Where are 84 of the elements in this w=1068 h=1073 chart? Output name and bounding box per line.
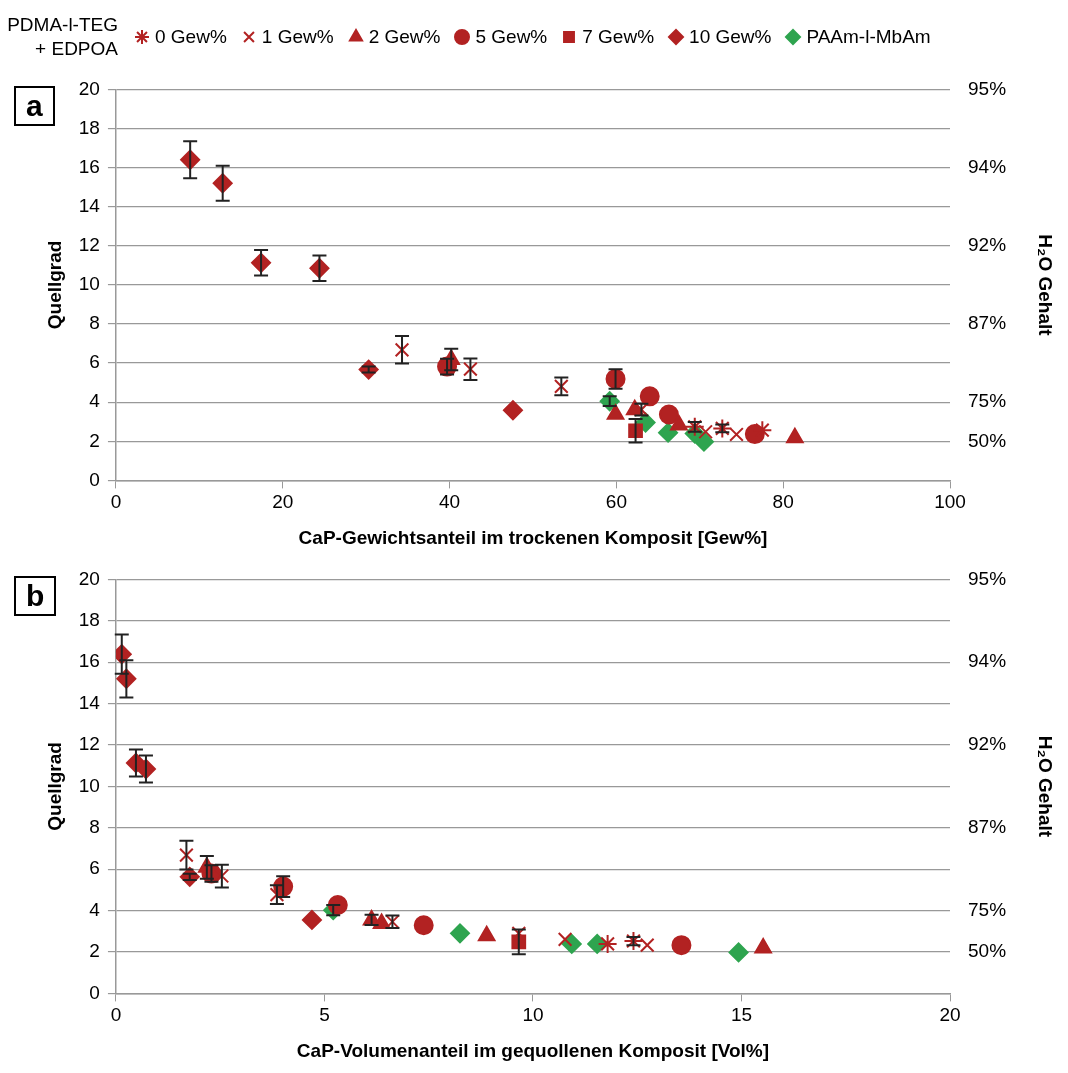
y-tick-label: 16: [78, 155, 100, 177]
y-tick-label: 8: [89, 816, 100, 838]
x-tick-label: 20: [939, 1004, 961, 1026]
y-tick-label: 4: [89, 898, 101, 920]
legend-label: 0 Gew%: [155, 26, 227, 48]
point: [639, 386, 660, 407]
y2-axis-title: H₂O Gehalt: [1035, 735, 1057, 838]
text: 50%: [968, 429, 1007, 451]
x-tick-label: 100: [934, 491, 966, 513]
text: 92%: [968, 234, 1007, 256]
y-tick-label: 16: [78, 650, 100, 672]
legend-label: 1 Gew%: [261, 26, 334, 48]
legend-label: 7 Gew%: [582, 26, 655, 48]
y-axis-title: Quellgrad: [43, 742, 65, 831]
x-axis-title: CaP-Volumenanteil im gequollenen Komposit [Vol%]: [296, 1039, 770, 1061]
text: 87%: [968, 312, 1007, 334]
y-tick-label: 10: [78, 774, 100, 796]
legend-label: 2 Gew%: [368, 26, 441, 48]
point: [623, 931, 644, 952]
point: [658, 422, 679, 443]
y-tick-label: 14: [78, 691, 101, 713]
y-axis-title: Quellgrad: [43, 240, 65, 330]
y-tick-label: 20: [78, 567, 100, 589]
text: 50%: [968, 940, 1007, 962]
x-tick-label: 40: [438, 491, 461, 513]
text: 94%: [968, 155, 1007, 177]
legend-label: 5 Gew%: [475, 26, 548, 48]
point: [728, 942, 749, 963]
y-tick-label: 0: [89, 981, 100, 1003]
point: [449, 923, 470, 944]
text: 94%: [968, 650, 1007, 672]
y-tick-label: 6: [89, 351, 100, 373]
y-tick-label: 18: [78, 116, 100, 138]
x-axis-title: CaP-Gewichtsanteil im trockenen Komposit [Gew%]: [298, 526, 768, 548]
y-tick-label: 18: [78, 609, 100, 631]
y-tick-label: 12: [78, 733, 100, 755]
x-tick-label: 20: [272, 491, 294, 513]
point: [693, 431, 714, 452]
x-tick-label: 60: [605, 491, 627, 513]
y-tick-label: 0: [89, 468, 100, 490]
point: [413, 915, 434, 936]
text: 95%: [968, 77, 1007, 99]
text: a: [14, 86, 55, 126]
point: [712, 418, 733, 439]
x-tick-label: 10: [522, 1004, 544, 1026]
y-tick-label: 20: [78, 77, 100, 99]
x-tick-label: 0: [110, 491, 122, 513]
x-tick-label: 80: [772, 491, 794, 513]
y-tick-label: 10: [78, 273, 100, 295]
point: [658, 404, 679, 425]
text: 75%: [968, 390, 1007, 412]
point: [561, 933, 582, 954]
y-tick-label: 4: [89, 390, 101, 412]
text: 75%: [968, 898, 1007, 920]
point: [502, 400, 523, 421]
point: [301, 909, 322, 930]
point: [179, 847, 194, 863]
text: 95%: [968, 567, 1007, 589]
text: 92%: [968, 733, 1007, 755]
point: [587, 933, 608, 954]
y-tick-label: 2: [89, 429, 100, 451]
y-tick-label: 8: [89, 312, 100, 334]
legend-title: PDMA-l-TEG + EDPOA: [6, 13, 118, 61]
y2-axis-title: H₂O Gehalt: [1035, 234, 1057, 337]
point: [639, 937, 655, 953]
point: [754, 938, 772, 954]
text: b: [14, 576, 57, 616]
y-tick-label: 14: [78, 194, 101, 216]
y-tick-label: 12: [78, 234, 100, 256]
point: [463, 361, 478, 377]
legend-label: 10 Gew%: [689, 26, 772, 48]
point: [698, 424, 713, 440]
text: 87%: [968, 816, 1007, 838]
point: [729, 427, 744, 442]
point: [394, 342, 410, 358]
y-tick-label: 2: [89, 940, 100, 962]
point: [597, 933, 618, 954]
x-tick-label: 5: [319, 1004, 330, 1026]
x-tick-label: 0: [110, 1004, 122, 1026]
x-tick-label: 15: [730, 1004, 753, 1026]
y-tick-label: 6: [89, 857, 100, 879]
point: [752, 420, 773, 441]
legend-label: PAAm-l-MbAm: [806, 26, 931, 48]
point: [671, 935, 692, 956]
